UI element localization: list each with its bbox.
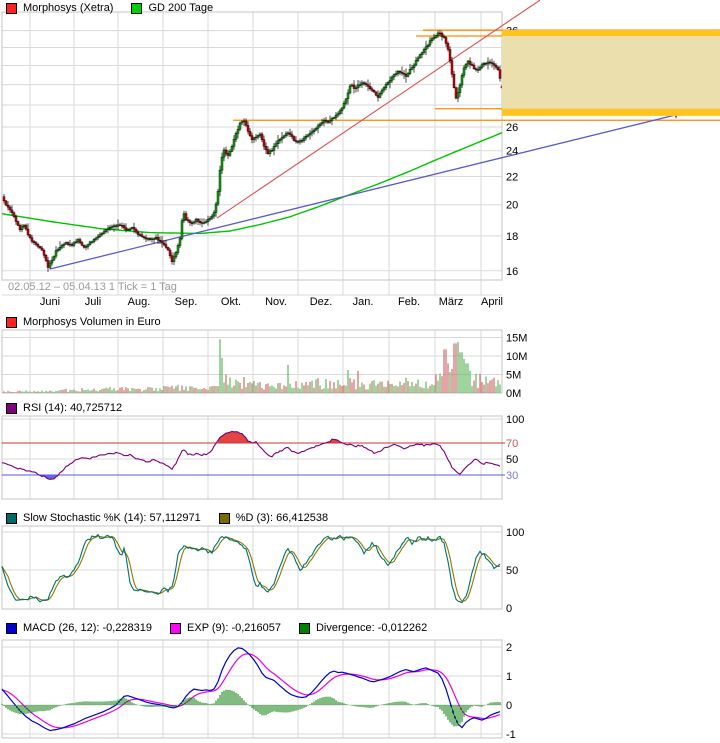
legend-label: Slow Stochastic %K (14): 57,112971 — [23, 512, 201, 524]
legend-swatch — [131, 2, 143, 14]
month-label: April — [481, 296, 503, 308]
stochastic-k-line — [1, 533, 501, 604]
month-label: Aug. — [128, 296, 151, 308]
price-tick-label: 24 — [506, 146, 518, 158]
macd-tick-label: -1 — [506, 729, 516, 741]
legend-item: Morphosys (Xetra) — [6, 2, 113, 14]
projection-zone — [502, 30, 720, 116]
trendline-blue — [49, 103, 720, 270]
legend-item: Slow Stochastic %K (14): 57,112971 — [6, 512, 201, 524]
macd-histogram — [1, 689, 501, 727]
rsi-line — [1, 430, 501, 480]
month-label: März — [439, 296, 463, 308]
volume-tick-label: 5M — [506, 370, 521, 382]
legend-swatch — [218, 512, 230, 524]
trendline-red — [216, 0, 541, 219]
legend-label: %D (3): 66,412538 — [235, 512, 329, 524]
price-tick-label: 18 — [506, 231, 518, 243]
stochastic-tick-label: 100 — [506, 527, 524, 539]
legend-item: EXP (9): -0,216057 — [170, 622, 281, 634]
rsi-tick-label: 70 — [506, 438, 518, 450]
macd-tick-label: 2 — [506, 642, 512, 654]
macd-exp-line — [1, 653, 501, 729]
legend-swatch — [298, 622, 310, 634]
candlesticks — [2, 30, 502, 272]
price-tick-label: 22 — [506, 171, 518, 183]
volume-panel: 15M 10M 5M 0M — [1, 329, 527, 400]
month-label: Juni — [40, 296, 60, 308]
price-tick-label: 26 — [506, 122, 518, 134]
stochastic-tick-label: 50 — [506, 565, 518, 577]
volume-tick-label: 15M — [506, 333, 527, 345]
legend-swatch — [170, 622, 182, 634]
legend-label: GD 200 Tage — [148, 2, 214, 14]
rsi-threshold-fill — [218, 431, 256, 443]
legend-swatch — [6, 622, 17, 634]
month-label: Feb. — [398, 296, 420, 308]
month-label: Dez. — [310, 296, 333, 308]
volume-tick-label: 10M — [506, 351, 527, 363]
month-label: Sep. — [175, 296, 198, 308]
rsi-legend: RSI (14): 40,725712 — [6, 402, 140, 414]
legend-swatch — [6, 402, 17, 414]
legend-item: RSI (14): 40,725712 — [6, 402, 122, 414]
macd-line — [1, 647, 501, 732]
main-chart-legend: Morphosys (Xetra) GD 200 Tage — [6, 2, 231, 14]
legend-item: GD 200 Tage — [131, 2, 213, 14]
legend-item: Morphosys Volumen in Euro — [6, 316, 161, 328]
legend-swatch — [6, 512, 17, 524]
stochastic-legend: Slow Stochastic %K (14): 57,112971 %D (3)… — [6, 512, 346, 524]
legend-item: %D (3): 66,412538 — [218, 512, 329, 524]
rsi-tick-label: 100 — [506, 414, 524, 426]
legend-label: EXP (9): -0,216057 — [187, 622, 281, 634]
volume-bars — [3, 339, 501, 393]
legend-label: Divergence: -0,012262 — [315, 622, 428, 634]
stochastic-tick-label: 0 — [506, 603, 512, 615]
month-label: Nov. — [265, 296, 287, 308]
macd-legend: MACD (26, 12): -0,228319 EXP (9): -0,2160… — [6, 622, 445, 634]
legend-label: Morphosys (Xetra) — [23, 2, 114, 14]
month-label: Juli — [85, 296, 102, 308]
month-label: Okt. — [221, 296, 241, 308]
date-range-note: 02.05.12 – 05.04.13 1 Tick = 1 Tag — [8, 281, 177, 293]
price-tick-label: 20 — [506, 200, 518, 212]
macd-tick-label: 1 — [506, 671, 512, 683]
legend-label: Morphosys Volumen in Euro — [23, 316, 161, 328]
rsi-panel: 100 70 50 30 — [1, 414, 524, 500]
macd-panel: 2 1 0 -1 — [1, 639, 516, 741]
legend-swatch — [6, 316, 17, 328]
rsi-tick-label: 30 — [506, 470, 518, 482]
legend-label: RSI (14): 40,725712 — [23, 402, 123, 414]
stochastic-d-line — [1, 535, 501, 602]
stochastic-panel: 100 50 0 — [1, 525, 524, 615]
legend-label: MACD (26, 12): -0,228319 — [23, 622, 153, 634]
rsi-tick-label: 50 — [506, 454, 518, 466]
gd200-line — [1, 132, 503, 235]
volume-legend: Morphosys Volumen in Euro — [6, 316, 179, 328]
price-tick-label: 16 — [506, 266, 518, 278]
legend-item: Divergence: -0,012262 — [298, 622, 428, 634]
month-label: Jan. — [353, 296, 374, 308]
macd-tick-label: 0 — [506, 700, 512, 712]
legend-swatch — [6, 2, 17, 14]
legend-item: MACD (26, 12): -0,228319 — [6, 622, 152, 634]
volume-tick-label: 0M — [506, 388, 521, 400]
